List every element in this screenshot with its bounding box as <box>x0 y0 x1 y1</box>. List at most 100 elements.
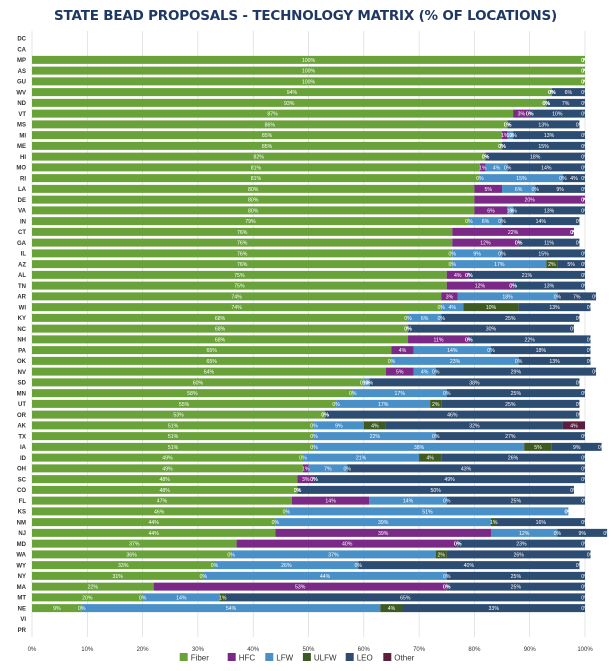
data-label: 0% <box>482 155 490 161</box>
data-label: 15% <box>516 176 527 182</box>
data-label: 20% <box>525 198 536 204</box>
data-label: 53% <box>295 585 306 591</box>
data-label: 0% <box>548 90 556 96</box>
data-label: 65% <box>207 359 218 365</box>
data-label: 0% <box>559 176 567 182</box>
data-label: 0% <box>443 574 451 580</box>
bar-segment-lfw <box>490 528 558 537</box>
data-label: 0% <box>581 542 589 548</box>
bar-segment-fiber <box>32 66 585 75</box>
data-label: 0% <box>360 380 368 386</box>
data-label: 68% <box>215 327 226 333</box>
data-label: 76% <box>237 262 248 268</box>
data-label: 0% <box>437 316 445 322</box>
category-label: WV <box>16 90 26 96</box>
bar-segment-lfw <box>308 464 348 473</box>
data-label: 76% <box>237 241 248 247</box>
legend-swatch-leo <box>345 653 354 661</box>
category-label: WY <box>16 563 26 569</box>
data-label: 6% <box>515 187 523 193</box>
data-label: 0% <box>515 241 523 247</box>
bar-segment-lfw <box>457 292 558 301</box>
data-label: 0% <box>581 606 589 612</box>
data-label: 68% <box>215 337 226 343</box>
data-label: 31% <box>113 574 124 580</box>
bar-segment-ulfw <box>435 550 447 559</box>
bar-segment-fiber <box>32 163 480 172</box>
bar-segment-fiber <box>32 313 409 322</box>
data-label: 80% <box>248 187 259 193</box>
bar-segment-fiber <box>32 77 585 86</box>
data-label: 0% <box>576 122 584 128</box>
data-label: 81% <box>251 176 262 182</box>
data-label: 12% <box>480 241 491 247</box>
bar-segment-leo <box>446 389 585 398</box>
bar-segment-hfc <box>302 464 309 473</box>
data-label: 4% <box>570 423 578 429</box>
data-label: 0% <box>211 563 219 569</box>
data-label: 7% <box>324 466 332 472</box>
data-label: 11% <box>544 241 554 247</box>
bar-segment-leo <box>562 174 585 183</box>
bar-segment-hfc <box>479 163 486 172</box>
category-label: IN <box>20 219 26 225</box>
data-label: 65% <box>400 595 411 601</box>
data-label: 0% <box>581 187 589 193</box>
data-label: 0% <box>570 230 578 236</box>
data-label: 0% <box>283 509 291 515</box>
bar-segment-leo <box>369 378 580 387</box>
data-label: 0% <box>581 58 589 64</box>
bar-segment-fiber <box>32 356 392 365</box>
data-label: 33% <box>489 606 500 612</box>
data-label: 44% <box>148 531 159 537</box>
data-label: 6% <box>482 219 490 225</box>
data-label: 0% <box>465 273 473 279</box>
bar-segment-leo <box>446 582 585 591</box>
data-label: 0% <box>310 445 318 451</box>
bar-segment-leo <box>557 260 585 269</box>
data-label: 0% <box>581 520 589 526</box>
bar-segment-leo <box>347 464 585 473</box>
data-label: 0% <box>581 58 589 64</box>
data-label: 0% <box>443 499 451 505</box>
bar-segment-fiber <box>32 593 143 602</box>
category-label: VT <box>18 112 26 118</box>
data-label: 51% <box>168 434 179 440</box>
bar-segment-fiber <box>32 410 326 419</box>
bar-segment-fiber <box>32 528 276 537</box>
category-label: PR <box>18 628 27 634</box>
data-label: 100% <box>302 69 316 75</box>
bar-segment-leo <box>518 303 591 312</box>
data-label: 0% <box>498 144 506 150</box>
data-label: 0% <box>443 585 451 591</box>
bar-segment-hfc <box>236 539 458 548</box>
category-label: DE <box>18 198 26 204</box>
data-label: 0% <box>581 456 589 462</box>
data-label: 0% <box>272 520 280 526</box>
bar-segment-hfc <box>408 335 469 344</box>
data-label: 0% <box>587 337 595 343</box>
bar-segment-lfw <box>479 174 563 183</box>
data-label: 100% <box>302 79 316 85</box>
data-label: 18% <box>502 294 513 300</box>
data-label: 0% <box>581 79 589 85</box>
bar-segment-hfc <box>291 496 370 505</box>
bar-segment-fiber <box>32 141 503 150</box>
category-label: MP <box>17 58 26 64</box>
data-label: 0% <box>581 144 589 150</box>
data-label: 0% <box>581 101 589 107</box>
data-label: 33% <box>118 563 129 569</box>
category-label: RI <box>20 176 26 182</box>
bar-segment-lfw <box>485 163 508 172</box>
data-label: 9% <box>53 606 61 612</box>
data-label: 0% <box>554 531 562 537</box>
bar-segment-lfw <box>452 260 547 269</box>
data-label: 0% <box>581 198 589 204</box>
bar-segment-lfw <box>507 131 514 140</box>
bar-segment-fiber <box>32 98 547 107</box>
bar-segment-fiber <box>32 389 353 398</box>
bar-segment-hfc <box>452 227 574 236</box>
data-label: 0% <box>310 423 318 429</box>
data-label: 68% <box>215 316 226 322</box>
data-label: 53% <box>173 413 184 419</box>
